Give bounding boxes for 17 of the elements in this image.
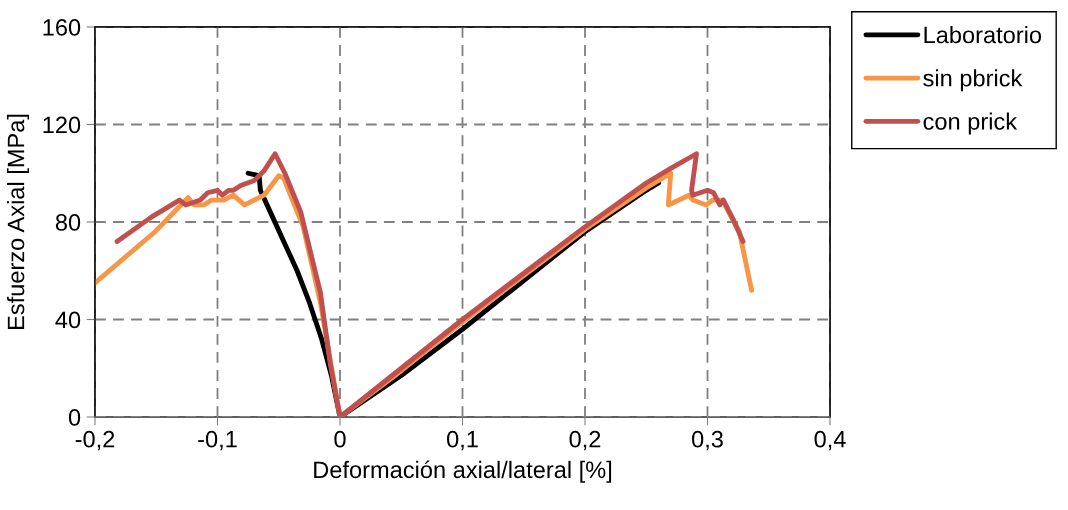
x-axis-title: Deformación axial/lateral [%] bbox=[314, 460, 612, 483]
x-tick-label: 0,3 bbox=[692, 430, 723, 451]
x-tick-label: 0,1 bbox=[447, 430, 478, 451]
legend-label: con prick bbox=[923, 112, 1018, 135]
x-tick-label: 0,4 bbox=[814, 430, 846, 451]
y-axis-title: Esfuerzo Axial [MPa] bbox=[7, 114, 29, 329]
y-tick-label: 40 bbox=[55, 311, 81, 329]
x-tick-label: -0,2 bbox=[75, 430, 115, 451]
y-tick-label: 0 bbox=[68, 409, 81, 426]
y-tick-label: 120 bbox=[43, 116, 81, 134]
x-tick-label: 0,2 bbox=[569, 430, 601, 451]
legend-label: Laboratorio bbox=[924, 25, 1042, 44]
legend-label: sin pbrick bbox=[923, 69, 1023, 92]
y-tick-label: 160 bbox=[43, 19, 81, 36]
x-tick-label: -0,1 bbox=[198, 430, 237, 451]
y-tick-label: 80 bbox=[55, 214, 81, 231]
x-tick-label: 0 bbox=[334, 430, 346, 448]
